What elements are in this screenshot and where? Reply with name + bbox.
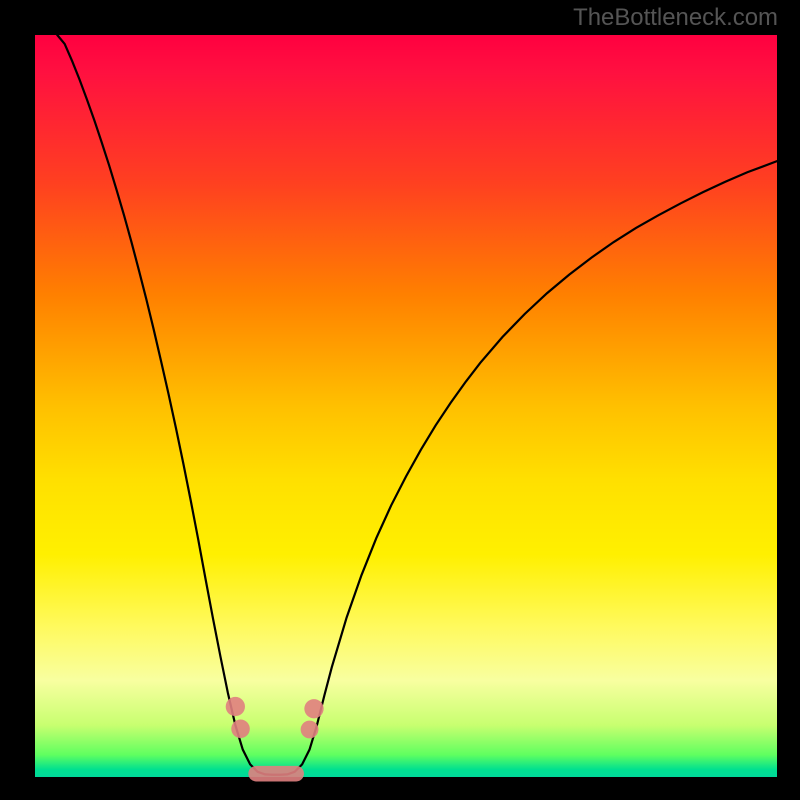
watermark-text: TheBottleneck.com	[573, 4, 778, 32]
bottleneck-plot	[35, 35, 777, 777]
